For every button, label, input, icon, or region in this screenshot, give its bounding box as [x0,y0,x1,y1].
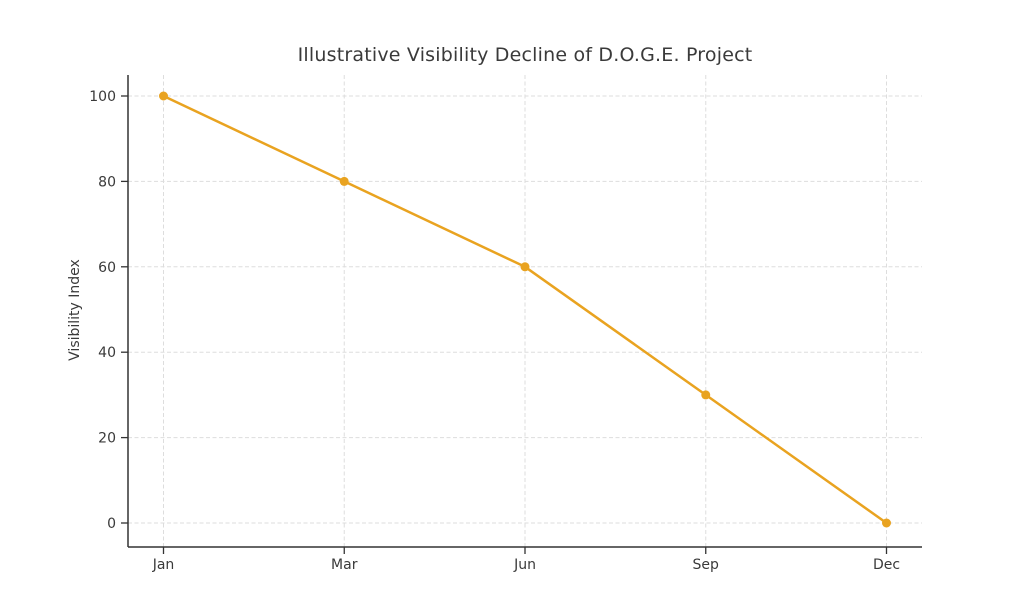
data-point-dec [882,518,891,528]
data-point-mar [339,176,349,186]
y-tick-label: 80 [98,174,116,190]
chart-title: Illustrative Visibility Decline of D.O.G… [297,44,753,66]
x-tick-label: Sep [693,557,720,573]
x-tick-label: Jun [513,557,536,573]
x-tick-label: Dec [873,557,900,573]
data-point-jun [520,262,530,272]
y-tick-label: 0 [107,516,116,532]
x-tick-label: Mar [331,557,358,573]
y-tick-label: 20 [98,431,116,447]
data-point-jan [159,91,168,101]
y-tick-label: 100 [89,89,116,105]
data-point-sep [701,390,711,400]
x-tick-label: Jan [152,557,175,573]
y-tick-label: 60 [98,260,116,276]
y-tick-label: 40 [98,345,116,361]
